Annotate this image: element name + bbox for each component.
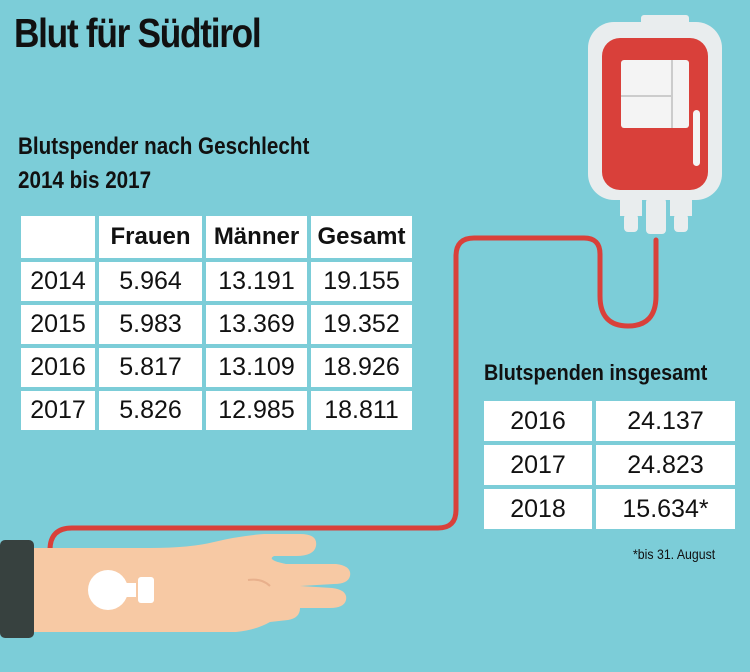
total-donations-table: 2016 24.137 2017 24.823 2018 15.634* (480, 397, 739, 533)
men-cell: 13.109 (206, 348, 307, 387)
subtitle-line-1: Blutspender nach Geschlecht (18, 133, 310, 160)
page-title: Blut für Südtirol (14, 10, 262, 56)
arm-icon (0, 534, 351, 638)
total-cell: 18.926 (311, 348, 412, 387)
header-cell-women: Frauen (99, 216, 202, 258)
donations-cell: 15.634* (596, 489, 735, 529)
year-cell: 2016 (484, 401, 592, 441)
table-row: 2016 5.817 13.109 18.926 (21, 348, 412, 387)
table-row: 2017 24.823 (484, 445, 735, 485)
donations-cell: 24.137 (596, 401, 735, 441)
header-cell-men: Männer (206, 216, 307, 258)
year-cell: 2017 (484, 445, 592, 485)
total-cell: 19.155 (311, 262, 412, 301)
gender-table-subtitle: Blutspender nach Geschlecht 2014 bis 201… (18, 130, 309, 198)
year-cell: 2017 (21, 391, 95, 430)
year-cell: 2018 (484, 489, 592, 529)
footnote: *bis 31. August (633, 546, 716, 562)
women-cell: 5.983 (99, 305, 202, 344)
table-row: 2018 15.634* (484, 489, 735, 529)
year-cell: 2014 (21, 262, 95, 301)
men-cell: 13.369 (206, 305, 307, 344)
table-header-row: Frauen Männer Gesamt (21, 216, 412, 258)
year-cell: 2015 (21, 305, 95, 344)
table-row: 2016 24.137 (484, 401, 735, 441)
table-row: 2014 5.964 13.191 19.155 (21, 262, 412, 301)
total-cell: 19.352 (311, 305, 412, 344)
donors-by-gender-table: Frauen Männer Gesamt 2014 5.964 13.191 1… (17, 212, 416, 434)
men-cell: 13.191 (206, 262, 307, 301)
subtitle-line-2: 2014 bis 2017 (18, 167, 152, 194)
header-cell-total: Gesamt (311, 216, 412, 258)
men-cell: 12.985 (206, 391, 307, 430)
total-cell: 18.811 (311, 391, 412, 430)
table-row: 2017 5.826 12.985 18.811 (21, 391, 412, 430)
table-row: 2015 5.983 13.369 19.352 (21, 305, 412, 344)
total-donations-heading: Blutspenden insgesamt (484, 360, 708, 385)
blood-bag-icon (588, 15, 722, 234)
donations-cell: 24.823 (596, 445, 735, 485)
women-cell: 5.817 (99, 348, 202, 387)
header-cell-empty (21, 216, 95, 258)
women-cell: 5.826 (99, 391, 202, 430)
women-cell: 5.964 (99, 262, 202, 301)
year-cell: 2016 (21, 348, 95, 387)
